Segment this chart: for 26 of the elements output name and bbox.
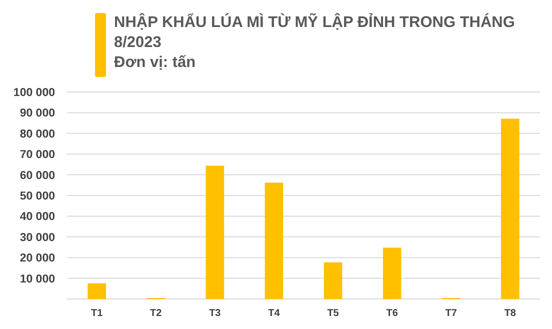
chart-title: NHẬP KHẨU LÚA MÌ TỪ MỸ LẬP ĐỈNH TRONG THÁNG 8/2023 — [114, 13, 515, 51]
x-tick-label: T5 — [327, 308, 340, 319]
x-tick-label: T1 — [90, 308, 104, 319]
x-tick-label: T2 — [150, 308, 162, 319]
y-tick-label: 70 000 — [20, 149, 55, 162]
x-tick-label: T4 — [268, 308, 280, 319]
x-tick-label: T6 — [386, 308, 398, 319]
x-tick-label: T8 — [504, 308, 516, 319]
bar — [324, 262, 342, 299]
y-tick-label: 60 000 — [20, 170, 55, 182]
y-tick-label: 80 000 — [20, 128, 55, 140]
bar — [88, 283, 106, 299]
y-tick-label: 10 000 — [20, 273, 55, 286]
y-tick-label: 40 000 — [20, 211, 55, 224]
y-tick-label: 30 000 — [20, 232, 55, 244]
y-tick-label: 50 000 — [20, 190, 55, 203]
bar — [264, 182, 284, 299]
y-tick-label: 90 000 — [20, 108, 55, 120]
bar — [206, 166, 224, 299]
y-tick-label: 100 000 — [13, 87, 55, 100]
bar — [382, 248, 402, 299]
y-tick-label: 20 000 — [20, 252, 55, 265]
x-tick-label: T7 — [445, 308, 458, 319]
bar — [501, 118, 520, 299]
chart-subtitle: Đơn vị: tấn — [114, 54, 196, 71]
x-tick-label: T3 — [209, 308, 222, 319]
